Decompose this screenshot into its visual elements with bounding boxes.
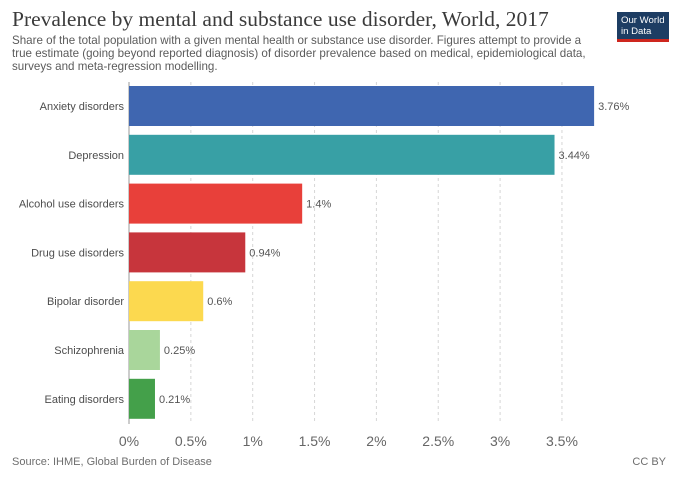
value-labels: 3.76% 3.44% 1.4% 0.94% 0.6% 0.25% 0.21%: [159, 101, 630, 406]
bar[interactable]: [129, 134, 555, 175]
bar[interactable]: [129, 330, 160, 370]
value-label: 0.6%: [207, 296, 232, 308]
chart-subtitle: Share of the total population with a giv…: [12, 34, 586, 74]
x-tick-label: 3%: [490, 433, 510, 449]
chart-title: Prevalence by mental and substance use d…: [12, 7, 549, 31]
category-label: Eating disorders: [45, 394, 125, 406]
x-axis-tick-labels: 0% 0.5% 1% 1.5% 2% 2.5% 3% 3.5%: [119, 433, 578, 449]
logo-line-1: Our World: [621, 15, 665, 26]
value-label: 0.94%: [249, 247, 280, 259]
x-tick-label: 2%: [366, 433, 386, 449]
category-label: Anxiety disorders: [40, 101, 125, 113]
bar[interactable]: [129, 183, 303, 224]
value-label: 3.44%: [559, 150, 590, 162]
owid-logo[interactable]: Our World in Data: [617, 12, 669, 42]
bar[interactable]: [129, 281, 204, 322]
category-label: Depression: [68, 150, 124, 162]
category-label: Schizophrenia: [54, 345, 125, 357]
value-label: 0.25%: [164, 345, 195, 357]
value-label: 0.21%: [159, 394, 190, 406]
license-note[interactable]: CC BY: [632, 456, 666, 468]
x-tick-label: 2.5%: [422, 433, 454, 449]
source-note[interactable]: Source: IHME, Global Burden of Disease: [12, 456, 212, 468]
bar[interactable]: [129, 378, 155, 419]
value-label: 3.76%: [598, 101, 629, 113]
bar[interactable]: [129, 86, 595, 126]
category-label: Bipolar disorder: [47, 296, 124, 308]
x-tick-label: 0%: [119, 433, 139, 449]
x-tick-label: 1.5%: [299, 433, 331, 449]
bars: [129, 86, 595, 419]
bar[interactable]: [129, 232, 246, 273]
logo-line-2: in Data: [621, 26, 652, 37]
category-label: Alcohol use disorders: [19, 199, 125, 211]
x-tick-label: 3.5%: [546, 433, 578, 449]
value-label: 1.4%: [306, 199, 331, 211]
category-labels: Anxiety disorders Depression Alcohol use d…: [19, 101, 125, 406]
category-label: Drug use disorders: [31, 247, 124, 259]
x-tick-label: 1%: [243, 433, 263, 449]
x-tick-label: 0.5%: [175, 433, 207, 449]
